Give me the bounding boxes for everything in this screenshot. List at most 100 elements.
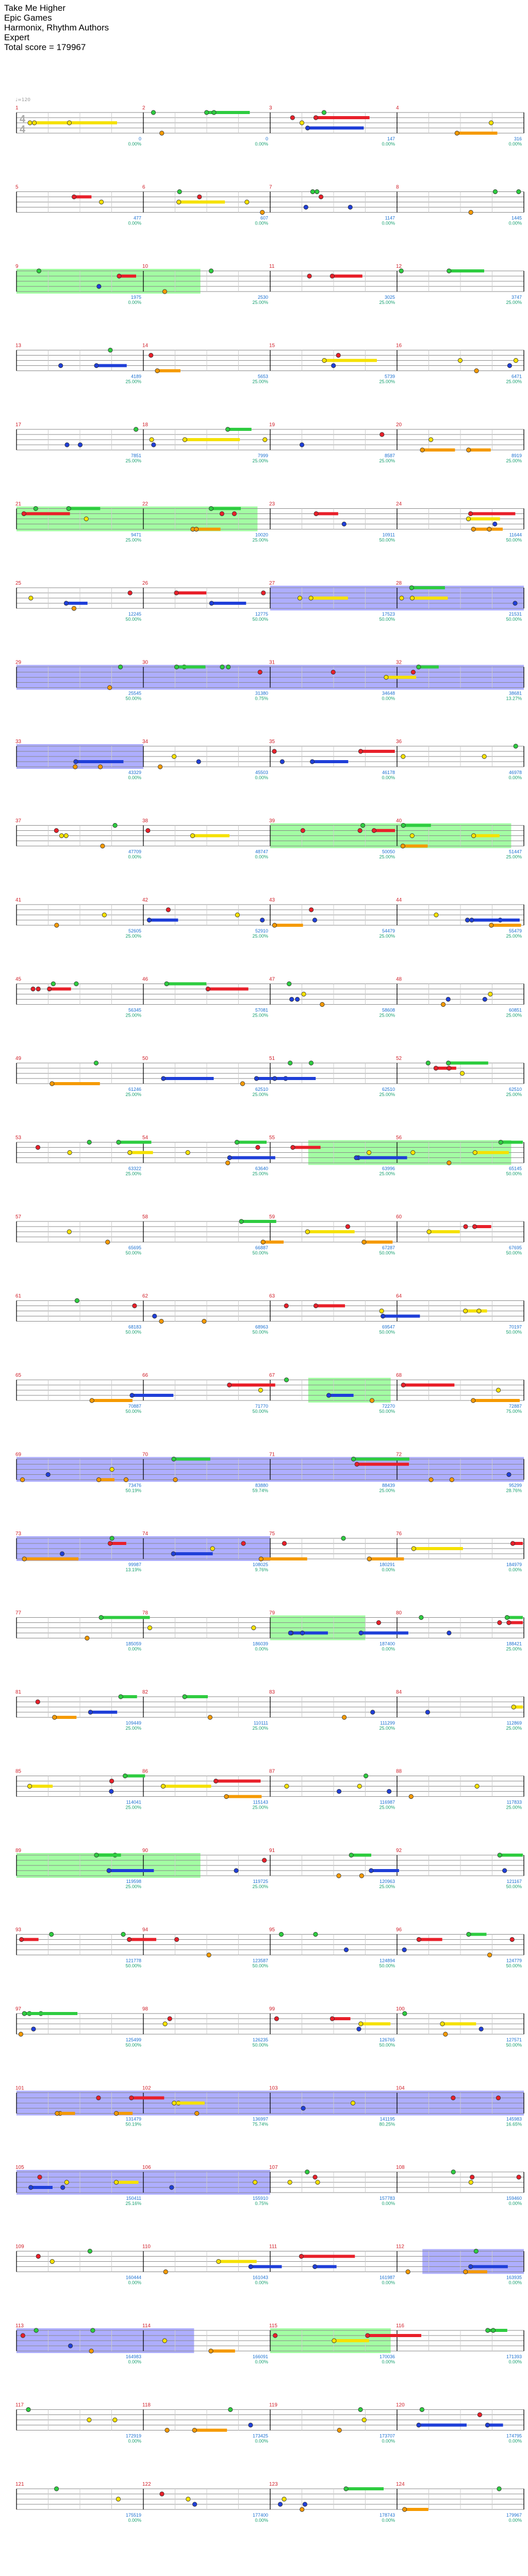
measure-number: 56 <box>396 1135 402 1141</box>
measure-score: 17523 <box>382 611 395 617</box>
measure-percent: 80.25% <box>379 2122 395 2127</box>
measure-number: 82 <box>142 1689 148 1695</box>
measure-number: 36 <box>396 739 402 745</box>
sustain-bar <box>241 1220 276 1223</box>
note-gem <box>300 1630 305 1636</box>
note-gem <box>73 764 78 769</box>
sustain-bar <box>468 1933 487 1936</box>
note-gem <box>419 2407 424 2412</box>
note-gem <box>64 2180 69 2185</box>
sustain-bar <box>96 364 127 367</box>
note-gem <box>287 2180 292 2185</box>
sustain-bar <box>274 924 303 927</box>
note-gem <box>477 2412 483 2418</box>
note-gem <box>51 981 56 987</box>
note-gem <box>309 759 315 764</box>
measure-percent: 25.00% <box>506 458 522 463</box>
note-gem <box>174 664 179 670</box>
note-gem <box>447 1160 452 1166</box>
measure-number: 37 <box>15 818 22 824</box>
measure-score: 477 <box>134 216 141 221</box>
measure-percent: 25.00% <box>506 1092 522 1097</box>
note-gem <box>132 1303 137 1309</box>
note-gem <box>258 1388 263 1393</box>
note-gem <box>307 273 312 279</box>
measure-percent: 25.00% <box>125 1171 141 1177</box>
note-gem <box>109 1789 114 1794</box>
sustain-bar <box>96 1854 121 1857</box>
note-gem <box>228 2407 233 2412</box>
measure-number: 98 <box>142 2006 148 2012</box>
measure-percent: 25.00% <box>379 1488 395 1493</box>
measure-number: 121 <box>15 2482 24 2487</box>
note-gem <box>463 1308 468 1314</box>
note-gem <box>342 1715 347 1720</box>
measure-number: 55 <box>269 1135 275 1141</box>
measure-number: 47 <box>269 977 275 983</box>
measure-percent: 0.00% <box>255 775 268 780</box>
sustain-bar <box>332 275 362 278</box>
note-gem <box>45 1472 51 1477</box>
measure-percent: 25.00% <box>252 458 268 463</box>
sustain-bar <box>301 2255 355 2258</box>
measure-number: 86 <box>142 1769 148 1775</box>
note-gem <box>169 2185 174 2190</box>
note-gem <box>468 511 473 517</box>
note-gem <box>234 1868 239 1873</box>
measure-percent: 28.76% <box>506 1488 522 1493</box>
note-gem <box>254 1076 259 1081</box>
sustain-bar <box>90 1711 118 1714</box>
time-signature-top: 4 <box>20 114 26 125</box>
sustain-bar <box>174 2101 198 2105</box>
sustain-bar <box>357 1462 409 1466</box>
measure-number: 32 <box>396 660 402 666</box>
measure-percent: 25.00% <box>379 300 395 305</box>
measure-percent: 0.00% <box>382 2359 395 2364</box>
note-gem <box>284 1377 289 1382</box>
note-gem <box>209 601 214 606</box>
measure-score: 73476 <box>128 1483 141 1488</box>
measure-score: 57081 <box>255 1008 268 1013</box>
measure-percent: 50.00% <box>252 1963 268 1969</box>
note-gem <box>370 1710 375 1715</box>
measure-number: 41 <box>15 897 22 903</box>
note-gem <box>279 759 285 764</box>
note-gem <box>67 1229 72 1234</box>
measure-number: 24 <box>396 502 402 507</box>
measure-percent: 50.00% <box>506 2042 522 2048</box>
note-gem <box>313 115 319 120</box>
note-gem <box>50 2259 55 2264</box>
sustain-bar <box>34 121 69 124</box>
note-gem <box>278 1931 284 1937</box>
note-gem <box>428 1477 434 1483</box>
sustain-bar <box>98 1478 114 1482</box>
note-gem <box>127 1937 132 1942</box>
note-gem <box>220 664 225 670</box>
note-gem <box>274 2016 279 2021</box>
measure-percent: 0.00% <box>255 2518 268 2523</box>
sustain-bar <box>383 1314 420 1318</box>
note-gem <box>356 2026 361 2032</box>
sustain-bar <box>307 126 364 130</box>
measure-number: 118 <box>142 2403 151 2408</box>
measure-number: 67 <box>269 1373 275 1378</box>
measure-percent: 25.00% <box>379 458 395 463</box>
note-gem <box>402 2011 407 2016</box>
measure-score: 62510 <box>382 1087 395 1092</box>
measure-number: 102 <box>142 2086 151 2091</box>
measure-percent: 50.00% <box>379 1330 395 1335</box>
note-gem <box>350 2100 356 2106</box>
measure-score: 126765 <box>380 2037 395 2042</box>
note-gem <box>182 1694 187 1699</box>
note-gem <box>402 2507 407 2512</box>
note-gem <box>309 907 314 912</box>
note-gem <box>497 2486 502 2491</box>
sustain-bar <box>49 987 71 991</box>
note-gem <box>151 442 156 447</box>
measure-percent: 0.00% <box>508 775 522 780</box>
note-gem <box>207 1715 212 1720</box>
measure-score: 114041 <box>126 1800 141 1805</box>
note-gem <box>410 1150 416 1155</box>
note-gem <box>485 2422 490 2428</box>
note-gem <box>408 1794 414 1799</box>
